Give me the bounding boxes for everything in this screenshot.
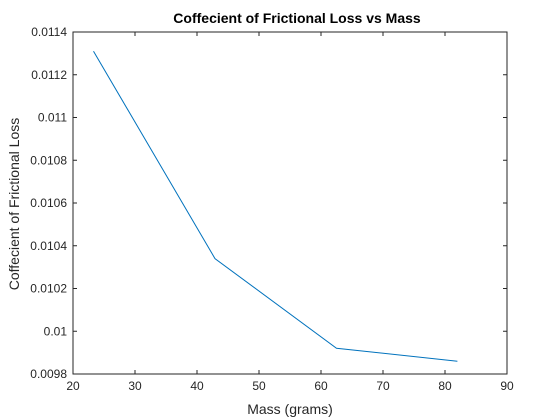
y-tick-label: 0.011	[38, 111, 67, 125]
x-tick-label: 20	[66, 379, 80, 393]
chart-title: Coffecient of Frictional Loss vs Mass	[173, 10, 421, 26]
y-tick-label: 0.0098	[30, 367, 67, 381]
y-tick-label: 0.0114	[31, 25, 67, 39]
x-tick-label: 70	[376, 379, 390, 393]
x-tick-label: 80	[438, 379, 452, 393]
y-tick-label: 0.0106	[30, 196, 67, 210]
series-line	[93, 50, 458, 362]
y-tick-label: 0.0102	[30, 282, 67, 296]
x-tick-label: 90	[500, 379, 514, 393]
y-tick-label: 0.01	[44, 324, 68, 338]
x-axis-label: Mass (grams)	[247, 401, 333, 417]
y-axis-label: Coffecient of Frictional Loss	[6, 118, 22, 291]
y-tick-label: 0.0104	[30, 239, 67, 253]
x-tick-label: 60	[314, 379, 328, 393]
x-tick-label: 40	[190, 379, 204, 393]
x-tick-label: 50	[252, 379, 266, 393]
y-tick-label: 0.0112	[31, 68, 67, 82]
y-tick-label: 0.0108	[30, 153, 67, 167]
x-tick-label: 30	[128, 379, 142, 393]
